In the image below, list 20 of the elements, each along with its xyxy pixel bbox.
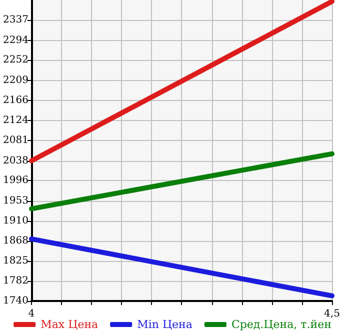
y-tick-label: 2081 [2,135,28,146]
y-tick-label: 2337 [2,14,28,26]
y-tick-label: 2294 [2,34,28,46]
x-tick-label: 4,5 [324,308,340,320]
y-tick-label: 2124 [2,114,28,126]
y-tick-label: 1910 [2,216,28,227]
y-tick-label: 1996 [2,175,28,186]
y-tick-label: 2038 [2,155,28,166]
y-tick-label: 1740 [2,296,28,306]
y-tick-label: 1782 [2,276,28,287]
y-tick-label: 1953 [2,195,28,206]
y-tick-label: 2209 [2,74,28,86]
legend-label: Max Цена [40,318,99,331]
y-tick-label: 2166 [2,95,28,106]
legend-label: Min Цена [137,318,193,331]
y-tick-label: 1825 [2,256,28,267]
x-tick-label: 4 [28,308,35,320]
legend-label: Сред.Цена, т.йен [231,318,332,331]
y-tick-label: 2252 [2,54,28,66]
y-tick-label: 1868 [2,235,28,246]
